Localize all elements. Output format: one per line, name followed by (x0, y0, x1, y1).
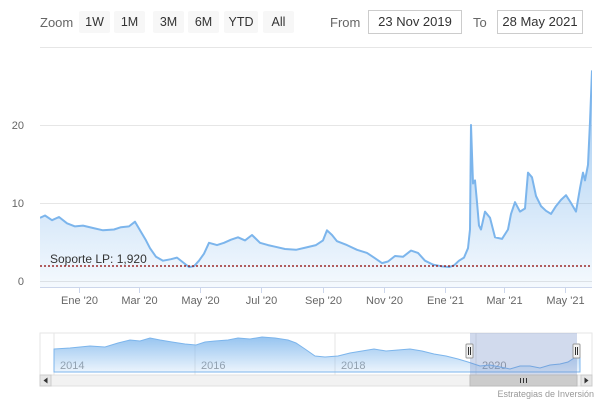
to-date-input[interactable]: 28 May 2021 (497, 10, 583, 34)
zoom-1m-button[interactable]: 1M (114, 11, 145, 33)
arrow-right-icon (584, 377, 589, 384)
x-tick-label: Mar '20 (121, 295, 157, 307)
navigator-right-handle[interactable] (572, 343, 581, 359)
y-tick-label: 0 (18, 276, 24, 288)
credit-label: Estrategias de Inversión (497, 389, 594, 399)
zoom-all-button[interactable]: All (263, 11, 294, 33)
scrollbar[interactable] (39, 374, 593, 387)
x-tick-label: Nov '20 (366, 295, 403, 307)
plot-area (40, 70, 592, 288)
y-tick-label: 10 (12, 198, 24, 210)
navigator-selected-range[interactable] (470, 333, 577, 375)
x-tick-label: May '20 (181, 295, 219, 307)
x-axis: Ene '20 Mar '20 May '20 Jul '20 Sep '20 Nov '… (61, 288, 585, 307)
zoom-3m-button[interactable]: 3M (153, 11, 184, 33)
from-date-input[interactable]: 23 Nov 2019 (368, 10, 462, 34)
range-selector: Zoom 1W 1M 3M 6M YTD All From 23 Nov 201… (0, 0, 608, 44)
navigator[interactable]: 2014201620182020 (39, 332, 593, 376)
zoom-ytd-button[interactable]: YTD (224, 11, 258, 33)
x-tick-label: Ene '20 (61, 295, 98, 307)
x-tick-label: Ene '21 (427, 295, 464, 307)
series-line (40, 70, 592, 268)
y-axis: 0 10 20 (12, 120, 24, 288)
x-tick-label: May '21 (546, 295, 584, 307)
support-label: Soporte LP: 1,920 (50, 252, 147, 266)
from-label: From (330, 15, 361, 30)
x-tick-label: Jul '20 (246, 295, 277, 307)
x-tick-label: Mar '21 (486, 295, 522, 307)
series-area (40, 70, 592, 288)
y-tick-label: 20 (12, 120, 24, 132)
zoom-6m-button[interactable]: 6M (188, 11, 219, 33)
zoom-label: Zoom (40, 15, 74, 30)
to-label: To (473, 15, 487, 30)
navigator-left-handle[interactable] (465, 343, 474, 359)
navigator-series (53, 336, 581, 373)
x-tick-label: Sep '20 (305, 295, 342, 307)
zoom-1w-button[interactable]: 1W (79, 11, 110, 33)
arrow-left-icon (43, 377, 48, 384)
